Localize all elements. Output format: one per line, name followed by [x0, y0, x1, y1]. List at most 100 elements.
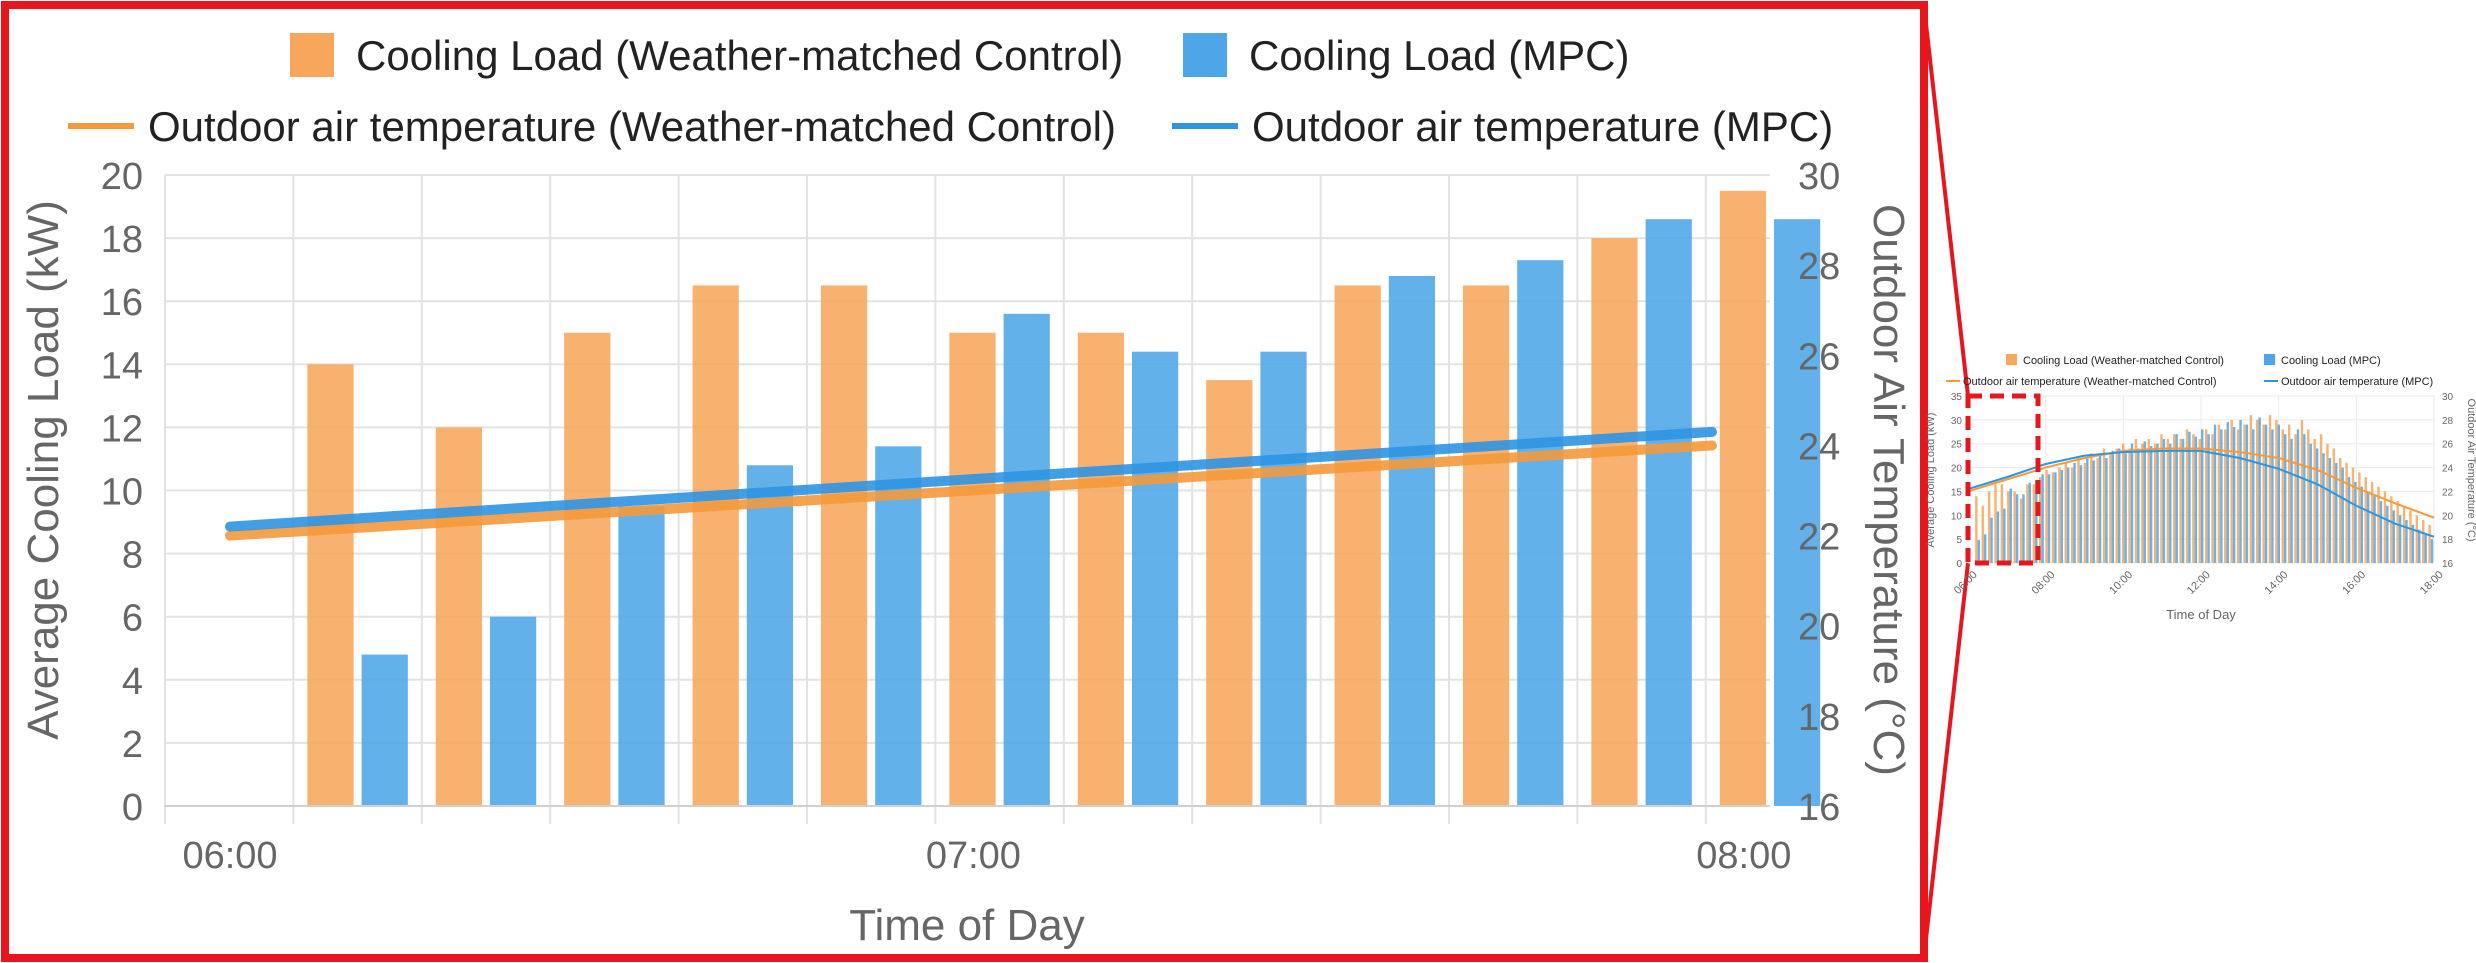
- main-y-tick-label: 20: [101, 156, 143, 198]
- main-x-axis-label: Time of Day: [849, 901, 1085, 950]
- overview-bar-mpc: [2207, 434, 2210, 563]
- overview-bar-weather-matched: [2364, 477, 2367, 563]
- overview-bar-mpc: [2245, 424, 2249, 563]
- overview-bar-weather-matched: [2351, 467, 2355, 563]
- overview-bar-mpc: [2022, 494, 2025, 563]
- legend-item-line-mpc: Outdoor air temperature (MPC): [1172, 103, 1833, 150]
- main-y-tick-label: 8: [122, 535, 143, 577]
- overview-bar-mpc: [2232, 427, 2236, 563]
- bar-weather-matched: [1462, 285, 1510, 806]
- overview-bar-weather-matched: [2217, 424, 2221, 563]
- zoom-connector-bottom: [1922, 562, 1970, 958]
- bar-mpc: [490, 616, 537, 806]
- overview-bar-weather-matched: [2179, 438, 2182, 563]
- overview-bar-mpc: [2092, 460, 2095, 563]
- overview-bar-weather-matched: [2300, 419, 2304, 563]
- overview-bar-weather-matched: [2121, 443, 2125, 563]
- main-legend: Cooling Load (Weather-matched Control) Co…: [68, 32, 1833, 150]
- overview-legend-item-line-mpc: Outdoor air temperature (MPC): [2264, 376, 2433, 388]
- bar-weather-matched: [307, 364, 354, 806]
- overview-bar-weather-matched: [2294, 434, 2297, 563]
- overview-bar-mpc: [2252, 429, 2255, 563]
- overview-bar-weather-matched: [2032, 484, 2036, 563]
- main-y2-tick-label: 24: [1798, 426, 1840, 468]
- overview-y-tick-label: 10: [1951, 511, 1963, 522]
- overview-bar-weather-matched: [2128, 448, 2131, 563]
- overview-bar-weather-matched: [2000, 484, 2004, 563]
- overview-bar-weather-matched: [2153, 443, 2157, 563]
- bar-mpc: [1774, 219, 1821, 807]
- line-temp-weather-matched: [225, 440, 1717, 541]
- overview-bar-weather-matched: [1975, 496, 1978, 563]
- legend-item-bar-mpc: Cooling Load (MPC): [1183, 32, 1630, 79]
- overview-legend-item-line-weather-matched: Outdoor air temperature (Weather-matched…: [1946, 376, 2217, 388]
- overview-bar-mpc: [2347, 477, 2351, 563]
- overview-legend-label: Cooling Load (MPC): [2281, 355, 2381, 367]
- overview-bar-weather-matched: [2198, 438, 2201, 563]
- overview-bar-mpc: [2111, 450, 2115, 563]
- overview-bar-mpc: [2392, 510, 2395, 563]
- overview-y-tick-label: 15: [1951, 487, 1963, 498]
- overview-bar-mpc: [2328, 458, 2332, 563]
- overview-bar-mpc: [2373, 496, 2376, 563]
- overview-line-temp-weather-matched: [1967, 447, 2435, 519]
- main-x-tick-label: 08:00: [1696, 835, 1791, 877]
- bar-mpc: [746, 465, 794, 806]
- overview-x-tick-label: 08:00: [2030, 569, 2058, 597]
- overview-bar-mpc: [2079, 465, 2083, 563]
- overview-bar-mpc: [2137, 448, 2140, 563]
- overview-bar-weather-matched: [2409, 510, 2412, 563]
- overview-bar-weather-matched: [2109, 453, 2112, 563]
- overview-bar-weather-matched: [2102, 448, 2106, 563]
- overview-bar-mpc: [2341, 467, 2344, 563]
- overview-y2-tick-label: 20: [2442, 511, 2454, 522]
- legend-label: Outdoor air temperature (MPC): [1252, 103, 1833, 150]
- bar-weather-matched: [692, 285, 739, 806]
- overview-bar-weather-matched: [2313, 438, 2316, 563]
- overview-bar-weather-matched: [2275, 419, 2278, 563]
- overview-bar-weather-matched: [2160, 434, 2163, 563]
- overview-bar-weather-matched: [2281, 429, 2284, 563]
- overview-y2-tick-label: 26: [2442, 440, 2454, 451]
- bar-mpc: [618, 506, 665, 806]
- main-y-tick-label: 12: [101, 408, 143, 450]
- overview-legend-label: Cooling Load (Weather-matched Control): [2023, 355, 2224, 367]
- overview-bar-mpc: [2354, 481, 2357, 563]
- overview-x-tick-label: 14:00: [2263, 569, 2291, 597]
- overview-bar-mpc: [2118, 448, 2121, 563]
- main-y-tick-label: 6: [122, 598, 143, 640]
- overview-bar-mpc: [2424, 534, 2427, 563]
- main-y2-tick-label: 30: [1798, 156, 1840, 198]
- overview-bar-mpc: [1990, 517, 1993, 563]
- overview-bar-mpc: [2335, 462, 2338, 563]
- overview-bar-weather-matched: [2026, 484, 2029, 563]
- overview-legend-swatch: [2006, 354, 2017, 365]
- bar-weather-matched: [1719, 190, 1766, 806]
- overview-bar-mpc: [2098, 453, 2102, 563]
- overview-bar-weather-matched: [2256, 419, 2259, 563]
- overview-bar-mpc: [2360, 486, 2364, 563]
- overview-bar-weather-matched: [2236, 429, 2240, 563]
- overview-bar-mpc: [2226, 422, 2229, 563]
- overview-bar-mpc: [2379, 500, 2383, 563]
- bar-mpc: [1260, 351, 1307, 806]
- overview-y-tick-label: 5: [1956, 535, 1962, 546]
- overview-bar-weather-matched: [2166, 438, 2170, 563]
- overview-bar-mpc: [2264, 424, 2268, 563]
- overview-bar-weather-matched: [2415, 515, 2419, 563]
- legend-label: Outdoor air temperature (Weather-matched…: [148, 103, 1116, 150]
- bar-mpc: [1517, 260, 1564, 806]
- overview-bar-mpc: [2188, 431, 2191, 563]
- overview-bar-mpc: [2271, 429, 2274, 563]
- overview-bar-weather-matched: [2083, 462, 2087, 563]
- overview-bar-mpc: [2315, 448, 2319, 563]
- legend-swatch: [290, 33, 334, 77]
- main-bars: [307, 190, 1821, 807]
- main-lines: [225, 426, 1717, 541]
- overview-bar-mpc: [2303, 434, 2306, 563]
- bar-weather-matched: [1206, 380, 1253, 806]
- overview-legend-swatch: [2264, 354, 2275, 365]
- overview-bar-mpc: [2175, 434, 2178, 563]
- overview-bar-mpc: [2430, 539, 2434, 563]
